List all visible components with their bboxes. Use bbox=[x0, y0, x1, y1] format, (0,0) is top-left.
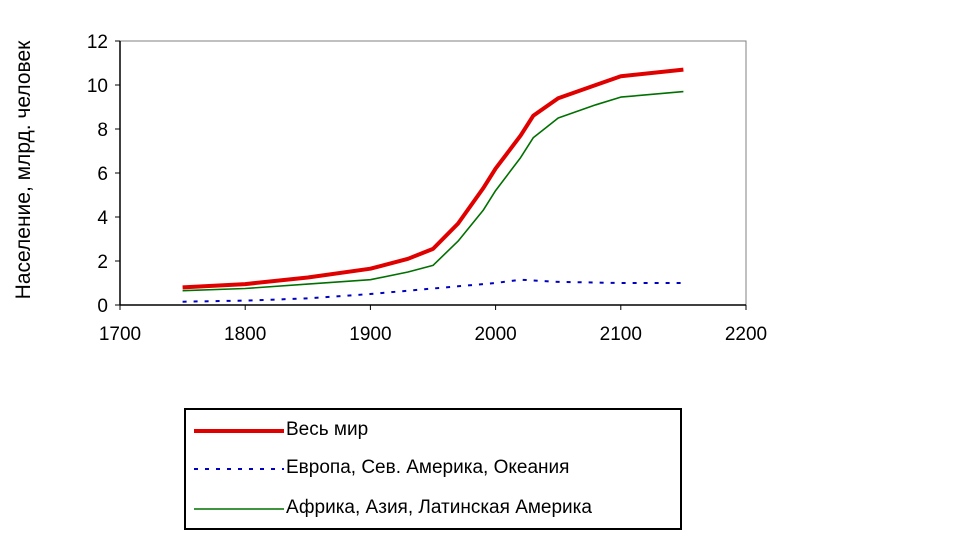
legend-label-world: Весь мир bbox=[286, 419, 369, 440]
y-axis-label: Население, млрд. человек bbox=[12, 40, 35, 299]
series-line-africa bbox=[182, 90, 684, 292]
legend-item-world: Весь мир bbox=[186, 416, 680, 446]
legend: Весь мир Европа, Сев. Америка, Океания А… bbox=[184, 408, 682, 530]
plot-area bbox=[119, 40, 747, 306]
line-chart: 1700 1800 1900 2000 2100 2200 0 2 4 6 8 10 12 Населе… bbox=[12, 32, 767, 345]
legend-swatch-world bbox=[194, 429, 284, 433]
legend-item-africa: Африка, Азия, Латинская Америка bbox=[186, 494, 680, 524]
y-tick-label: 8 bbox=[97, 120, 108, 141]
x-tick-label: 2200 bbox=[725, 324, 767, 345]
x-tick-label: 1900 bbox=[349, 324, 391, 345]
y-tick-label: 2 bbox=[97, 252, 108, 273]
legend-label-europe: Европа, Сев. Америка, Океания bbox=[286, 457, 570, 478]
legend-label-africa: Африка, Азия, Латинская Америка bbox=[286, 497, 592, 518]
y-tick-label: 12 bbox=[87, 32, 108, 53]
legend-swatch-europe bbox=[194, 468, 284, 470]
x-tick-label: 2000 bbox=[474, 324, 516, 345]
series-line-world bbox=[182, 67, 684, 290]
x-tick-label: 2100 bbox=[600, 324, 642, 345]
x-tick-label: 1800 bbox=[224, 324, 266, 345]
y-tick-label: 10 bbox=[87, 76, 108, 97]
y-tick-label: 0 bbox=[97, 296, 108, 317]
y-tick-label: 6 bbox=[97, 164, 108, 185]
y-tick-label: 4 bbox=[97, 208, 108, 229]
series-layer bbox=[182, 67, 684, 303]
legend-swatch-africa bbox=[194, 508, 284, 510]
axis-ticks: 1700 1800 1900 2000 2100 2200 0 2 4 6 8 10 12 bbox=[87, 32, 767, 345]
x-tick-label: 1700 bbox=[99, 324, 141, 345]
legend-item-europe: Европа, Сев. Америка, Океания bbox=[186, 454, 680, 484]
series-line-europe bbox=[182, 278, 684, 303]
